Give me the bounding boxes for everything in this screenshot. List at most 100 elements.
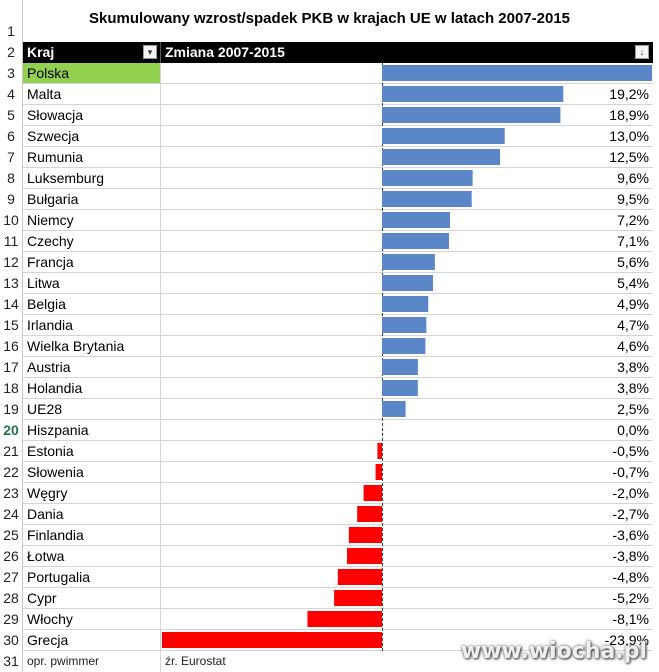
value-label[interactable]: 5,4% [617,275,649,291]
country-cell[interactable]: Słowacja [23,105,161,125]
value-label[interactable]: 3,8% [617,359,649,375]
row-number[interactable]: 14 [3,296,19,312]
country-cell[interactable]: UE28 [23,399,161,419]
filter-dropdown-icon[interactable]: ▾ [143,45,157,59]
value-label[interactable]: -2,7% [612,506,649,522]
row-number[interactable]: 22 [3,464,19,480]
row-number[interactable]: 15 [3,317,19,333]
row-number[interactable]: 10 [3,212,19,228]
row-number[interactable]: 4 [7,86,15,102]
value-label[interactable]: 5,6% [617,254,649,270]
country-cell[interactable]: Niemcy [23,210,161,230]
table-row: Czechy 7,1% [23,231,653,252]
row-number[interactable]: 7 [7,149,15,165]
table-row: Malta 19,2% [23,84,653,105]
value-label[interactable]: 9,5% [617,191,649,207]
country-cell[interactable]: Portugalia [23,567,161,587]
country-cell[interactable]: Francja [23,252,161,272]
value-label[interactable]: 2,5% [617,401,649,417]
row-number[interactable]: 9 [7,191,15,207]
country-cell[interactable]: Belgia [23,294,161,314]
value-label[interactable]: -8,1% [612,611,649,627]
country-cell[interactable]: Cypr [23,588,161,608]
value-label[interactable]: 28,6% [609,65,649,81]
country-cell[interactable]: Bułgaria [23,189,161,209]
row-number[interactable]: 31 [3,653,19,669]
row-number[interactable]: 12 [3,254,19,270]
row-number[interactable]: 2 [7,44,15,60]
country-cell[interactable]: Dania [23,504,161,524]
value-label[interactable]: 9,6% [617,170,649,186]
row-number[interactable]: 28 [3,590,19,606]
row-number[interactable]: 20 [3,422,19,438]
value-label[interactable]: 13,0% [609,128,649,144]
country-cell[interactable]: Polska [23,63,161,83]
row-number[interactable]: 18 [3,380,19,396]
value-label[interactable]: -3,6% [612,527,649,543]
country-cell[interactable]: Wielka Brytania [23,336,161,356]
watermark-logo: www.wiocha.pl [460,639,647,664]
value-label[interactable]: 18,9% [609,107,649,123]
value-label[interactable]: -0,7% [612,464,649,480]
value-label[interactable]: -0,5% [612,443,649,459]
row-number[interactable]: 26 [3,548,19,564]
country-cell[interactable]: Węgry [23,483,161,503]
country-cell[interactable]: Rumunia [23,147,161,167]
footer-divider [160,651,161,672]
country-cell[interactable]: Holandia [23,378,161,398]
sort-descending-icon[interactable]: ↓ [635,45,649,59]
row-number[interactable]: 29 [3,611,19,627]
table-row: Portugalia -4,8% [23,567,653,588]
country-cell[interactable]: Włochy [23,609,161,629]
row-number[interactable]: 3 [7,65,15,81]
country-cell[interactable]: Grecja [23,630,161,650]
country-cell[interactable]: Irlandia [23,315,161,335]
row-number[interactable]: 5 [7,107,15,123]
table-row: Łotwa -3,8% [23,546,653,567]
country-cell[interactable]: Słowenia [23,462,161,482]
country-cell[interactable]: Litwa [23,273,161,293]
row-number[interactable]: 25 [3,527,19,543]
country-cell[interactable]: Finlandia [23,525,161,545]
row-number[interactable]: 17 [3,359,19,375]
table-row: Litwa 5,4% [23,273,653,294]
country-cell[interactable]: Austria [23,357,161,377]
table-row: Niemcy 7,2% [23,210,653,231]
footer-source: źr. Eurostat [165,654,226,668]
value-label[interactable]: 19,2% [609,86,649,102]
country-cell[interactable]: Malta [23,84,161,104]
value-label[interactable]: 7,1% [617,233,649,249]
country-cell[interactable]: Estonia [23,441,161,461]
country-cell[interactable]: Łotwa [23,546,161,566]
value-label[interactable]: 3,8% [617,380,649,396]
value-label[interactable]: 12,5% [609,149,649,165]
row-number[interactable]: 16 [3,338,19,354]
country-cell[interactable]: Luksemburg [23,168,161,188]
row-number[interactable]: 19 [3,401,19,417]
value-label[interactable]: 4,6% [617,338,649,354]
row-number[interactable]: 27 [3,569,19,585]
row-number[interactable]: 8 [7,170,15,186]
row-number[interactable]: 30 [3,632,19,648]
row-number[interactable]: 13 [3,275,19,291]
value-label[interactable]: 0,0% [617,422,649,438]
value-label[interactable]: 4,7% [617,317,649,333]
row-number[interactable]: 24 [3,506,19,522]
value-label[interactable]: -3,8% [612,548,649,564]
row-number[interactable]: 23 [3,485,19,501]
row-number[interactable]: 21 [3,443,19,459]
value-label[interactable]: -2,0% [612,485,649,501]
row-number[interactable]: 11 [3,233,19,249]
value-label[interactable]: 4,9% [617,296,649,312]
country-cell[interactable]: Szwecja [23,126,161,146]
value-label[interactable]: 7,2% [617,212,649,228]
row-number[interactable]: 1 [7,23,15,39]
country-cell[interactable]: Hiszpania [23,420,161,440]
country-cell[interactable]: Czechy [23,231,161,251]
value-label[interactable]: -23,9% [604,632,649,648]
table-row: Finlandia -3,6% [23,525,653,546]
value-label[interactable]: -5,2% [612,590,649,606]
table-row: Francja 5,6% [23,252,653,273]
row-number[interactable]: 6 [7,128,15,144]
value-label[interactable]: -4,8% [612,569,649,585]
